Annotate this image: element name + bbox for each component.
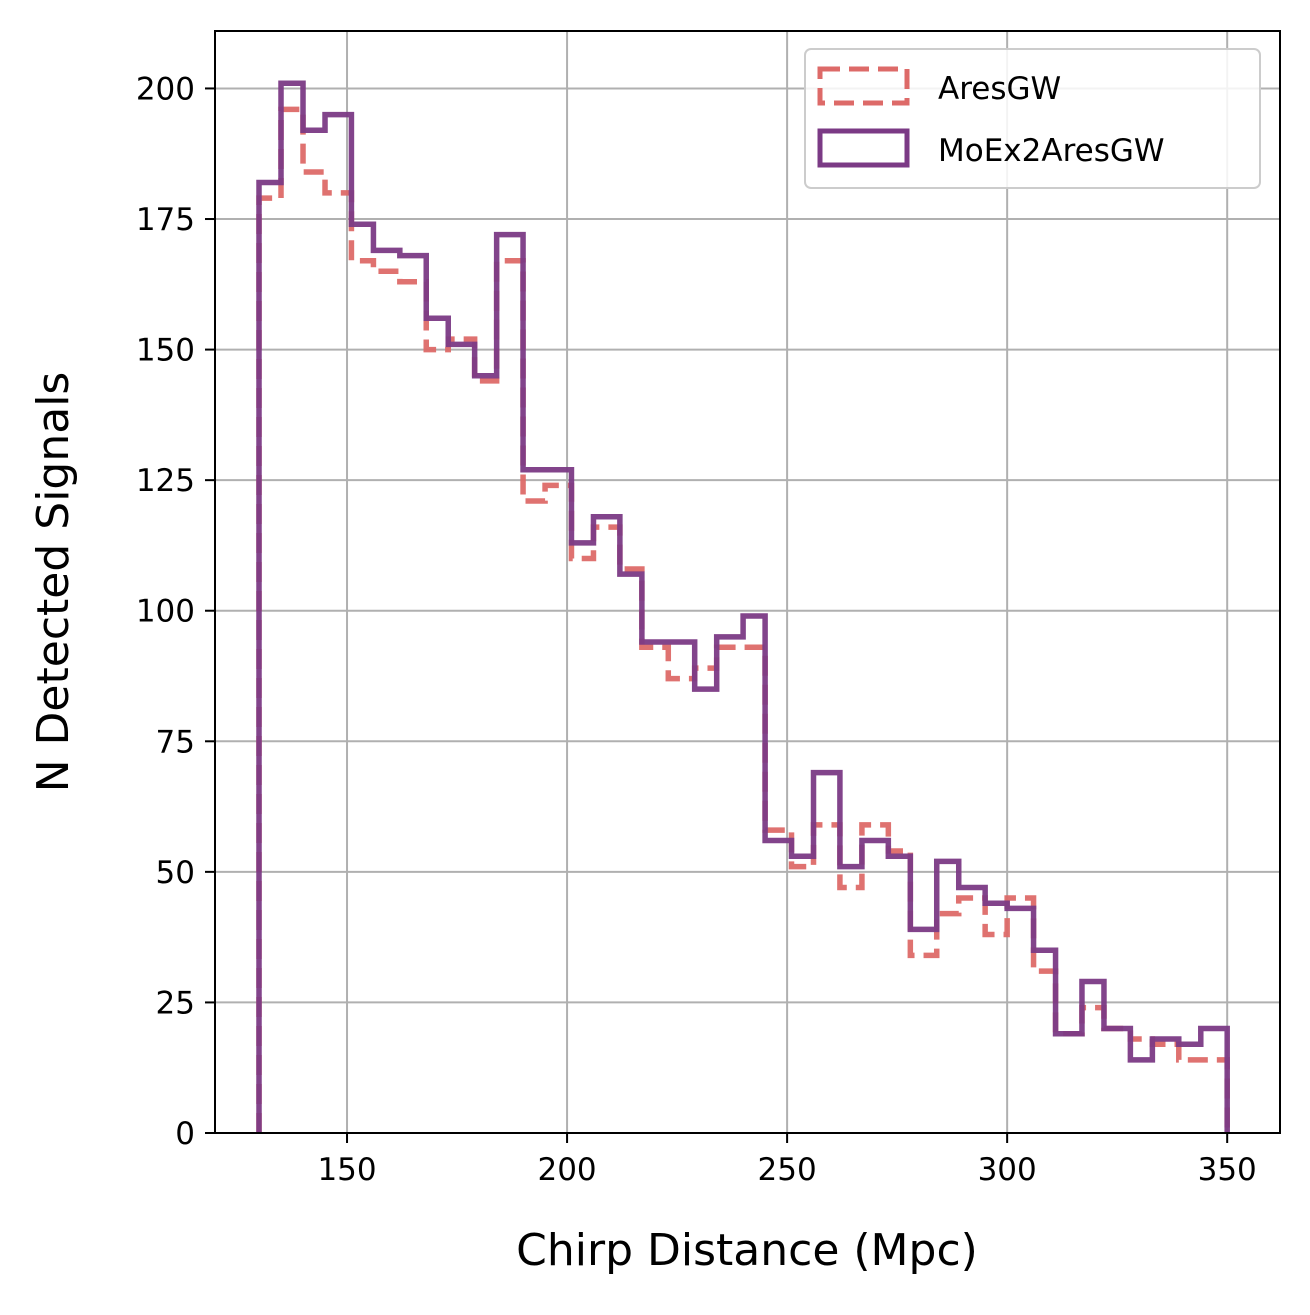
- x-tick-label: 350: [1198, 1152, 1257, 1188]
- plot-background: [215, 31, 1280, 1133]
- series-layer: [256, 80, 1230, 1133]
- ticks: 150 200 250 300 350 0 25 50 75 100 125 150 175 200: [136, 71, 1257, 1188]
- x-tick-label: 300: [978, 1152, 1037, 1188]
- x-axis-title: Chirp Distance (Mpc): [516, 1225, 978, 1276]
- y-tick-label: 150: [136, 333, 195, 369]
- x-tick-label: 200: [537, 1152, 596, 1188]
- y-tick-label: 175: [136, 202, 195, 238]
- y-tick-label: 125: [136, 463, 195, 499]
- x-tick-label: 150: [317, 1152, 376, 1188]
- legend-swatch-moex2aresgw: [817, 128, 910, 168]
- y-tick-label: 25: [156, 985, 195, 1021]
- y-tick-label: 0: [175, 1116, 195, 1152]
- y-tick-label: 100: [136, 594, 195, 630]
- x-tick-label: 250: [758, 1152, 817, 1188]
- y-tick-label: 75: [156, 724, 195, 760]
- series-moex2aresgw-step-line: [256, 80, 1230, 1133]
- y-tick-label: 50: [156, 855, 195, 891]
- legend-swatch-aresgw: [817, 66, 910, 106]
- y-tick-label: 200: [136, 71, 195, 107]
- legend-box: [804, 48, 1261, 189]
- plot-frame: [214, 30, 1281, 1134]
- y-axis-title: N Detected Signals: [28, 372, 79, 793]
- legend-label-aresgw: AresGW: [938, 71, 1061, 107]
- legend: AresGW MoEx2AresGW: [804, 48, 1261, 189]
- legend-label-moex2aresgw: MoEx2AresGW: [938, 133, 1165, 169]
